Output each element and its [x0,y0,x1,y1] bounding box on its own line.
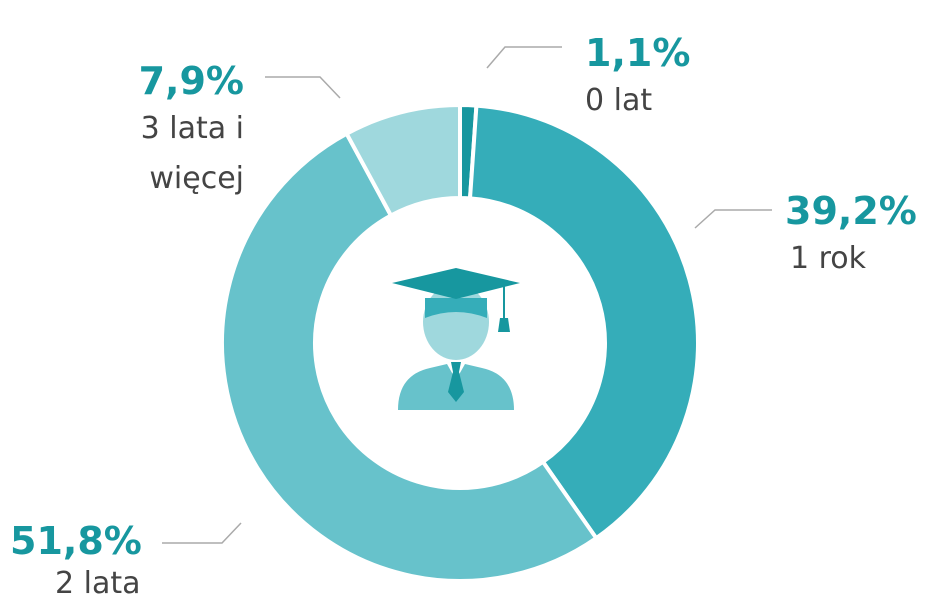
slice-label: 39,2% 1 rok [785,188,917,284]
leader-line [265,76,341,99]
leader-line [486,46,562,69]
graduate-icon [392,268,520,410]
category-label: 3 lata i więcej [140,111,244,196]
value-label: 39,2% [785,189,917,233]
value-label: 51,8% [10,519,142,563]
value-label: 1,1% [585,31,691,75]
category-label: 2 lata [55,566,141,601]
category-label: 0 lat [585,83,653,118]
slice [220,131,600,583]
slice-label: 1,1% 0 lat [585,30,690,126]
value-label: 7,9% [138,59,244,103]
leader-lines [162,46,772,544]
leader-line [694,209,772,229]
leader-line [162,522,242,544]
slice-label: 51,8% 2 lata [10,518,142,604]
category-label: 1 rok [790,241,867,276]
slice [467,103,700,541]
slices [220,102,700,583]
slice [343,102,462,219]
slice-label: 7,9% 3 lata i więcej [84,58,244,204]
